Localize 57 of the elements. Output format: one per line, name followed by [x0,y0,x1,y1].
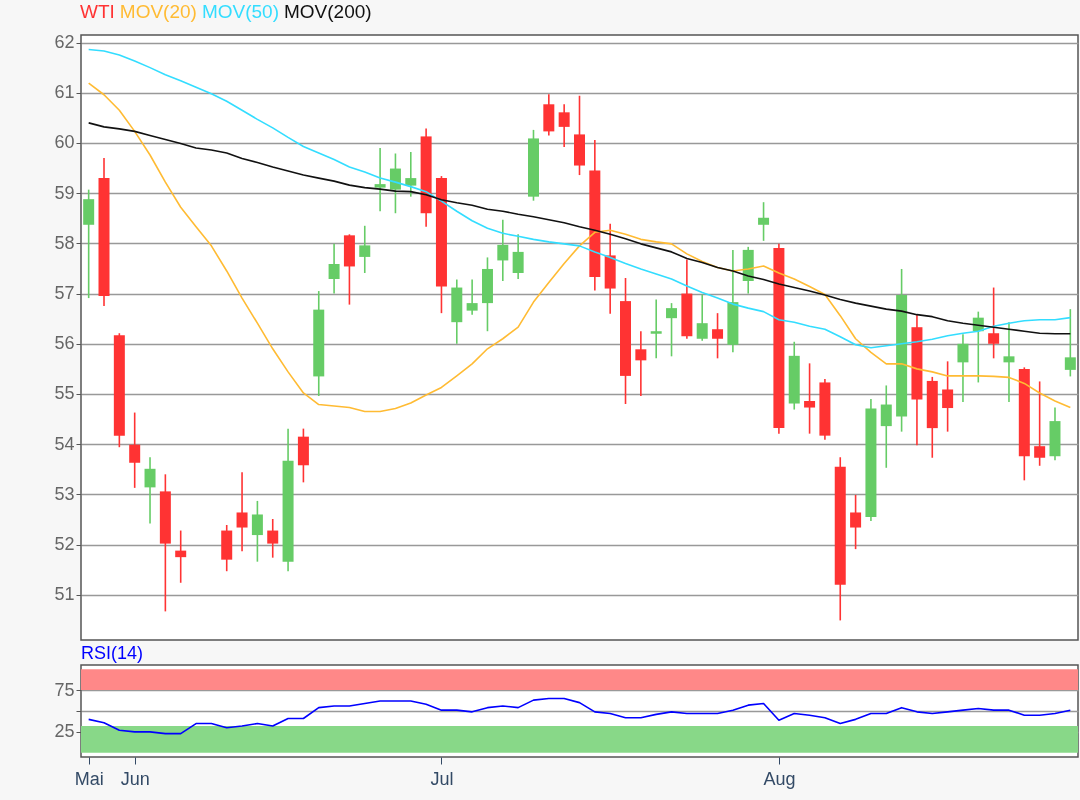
y-tick-label: 75 [54,679,75,700]
candlestick [175,529,187,584]
candlestick [1003,321,1015,403]
candlestick [129,411,141,489]
candlestick [758,201,770,242]
line-series [87,48,1072,349]
candlestick [405,151,417,198]
candlestick [850,494,862,550]
candlestick [650,298,662,360]
text: MOV(200) [283,1,372,22]
y-tick-label: 57 [54,283,75,304]
y-tick-label: 54 [54,433,75,454]
candlestick [942,360,954,433]
x-tick-label: Aug [763,768,796,789]
y-tick-label: 62 [54,32,75,53]
x-tick-label: Jun [120,768,150,789]
candlestick [497,218,509,282]
candlestick [1034,380,1046,467]
y-tick-label: 60 [54,132,75,153]
candlestick [988,286,1000,360]
chart-title: RSI(14) [81,643,144,663]
y-tick-label: 52 [54,534,75,555]
candlestick [696,293,708,342]
candlestick [389,152,401,215]
text: MOV(20) [119,1,197,22]
y-tick-label: 58 [54,232,75,253]
y-tick-label: 61 [54,82,75,103]
y-tick-label: 56 [54,333,75,354]
line-series [87,697,1072,735]
candlestick [512,233,524,280]
candlestick [635,330,647,397]
y-tick-label: 25 [54,721,75,742]
candlestick [666,302,678,358]
candlestick [957,333,969,403]
y-tick-label: 53 [54,483,75,504]
y-tick-label: 51 [54,584,75,605]
candlestick [328,243,340,295]
text: MOV(50) [201,1,279,22]
line-series [87,122,1072,335]
candlestick [251,500,263,563]
candlestick [466,278,478,316]
y-tick-label: 55 [54,383,75,404]
candlestick [236,471,248,552]
y-tick-label: 59 [54,182,75,203]
x-tick-label: Mai [74,768,104,789]
text: WTI [80,1,115,22]
candlestick [1064,308,1076,378]
candlestick [144,456,156,525]
candlestick [804,362,816,435]
line-series [87,82,1072,413]
candlestick [267,518,279,559]
candlestick [712,312,724,360]
x-tick-label: Jul [430,768,454,789]
candlestick [374,147,386,213]
candlestick [558,103,570,148]
candlestick [880,384,892,469]
candlestick [359,224,371,274]
